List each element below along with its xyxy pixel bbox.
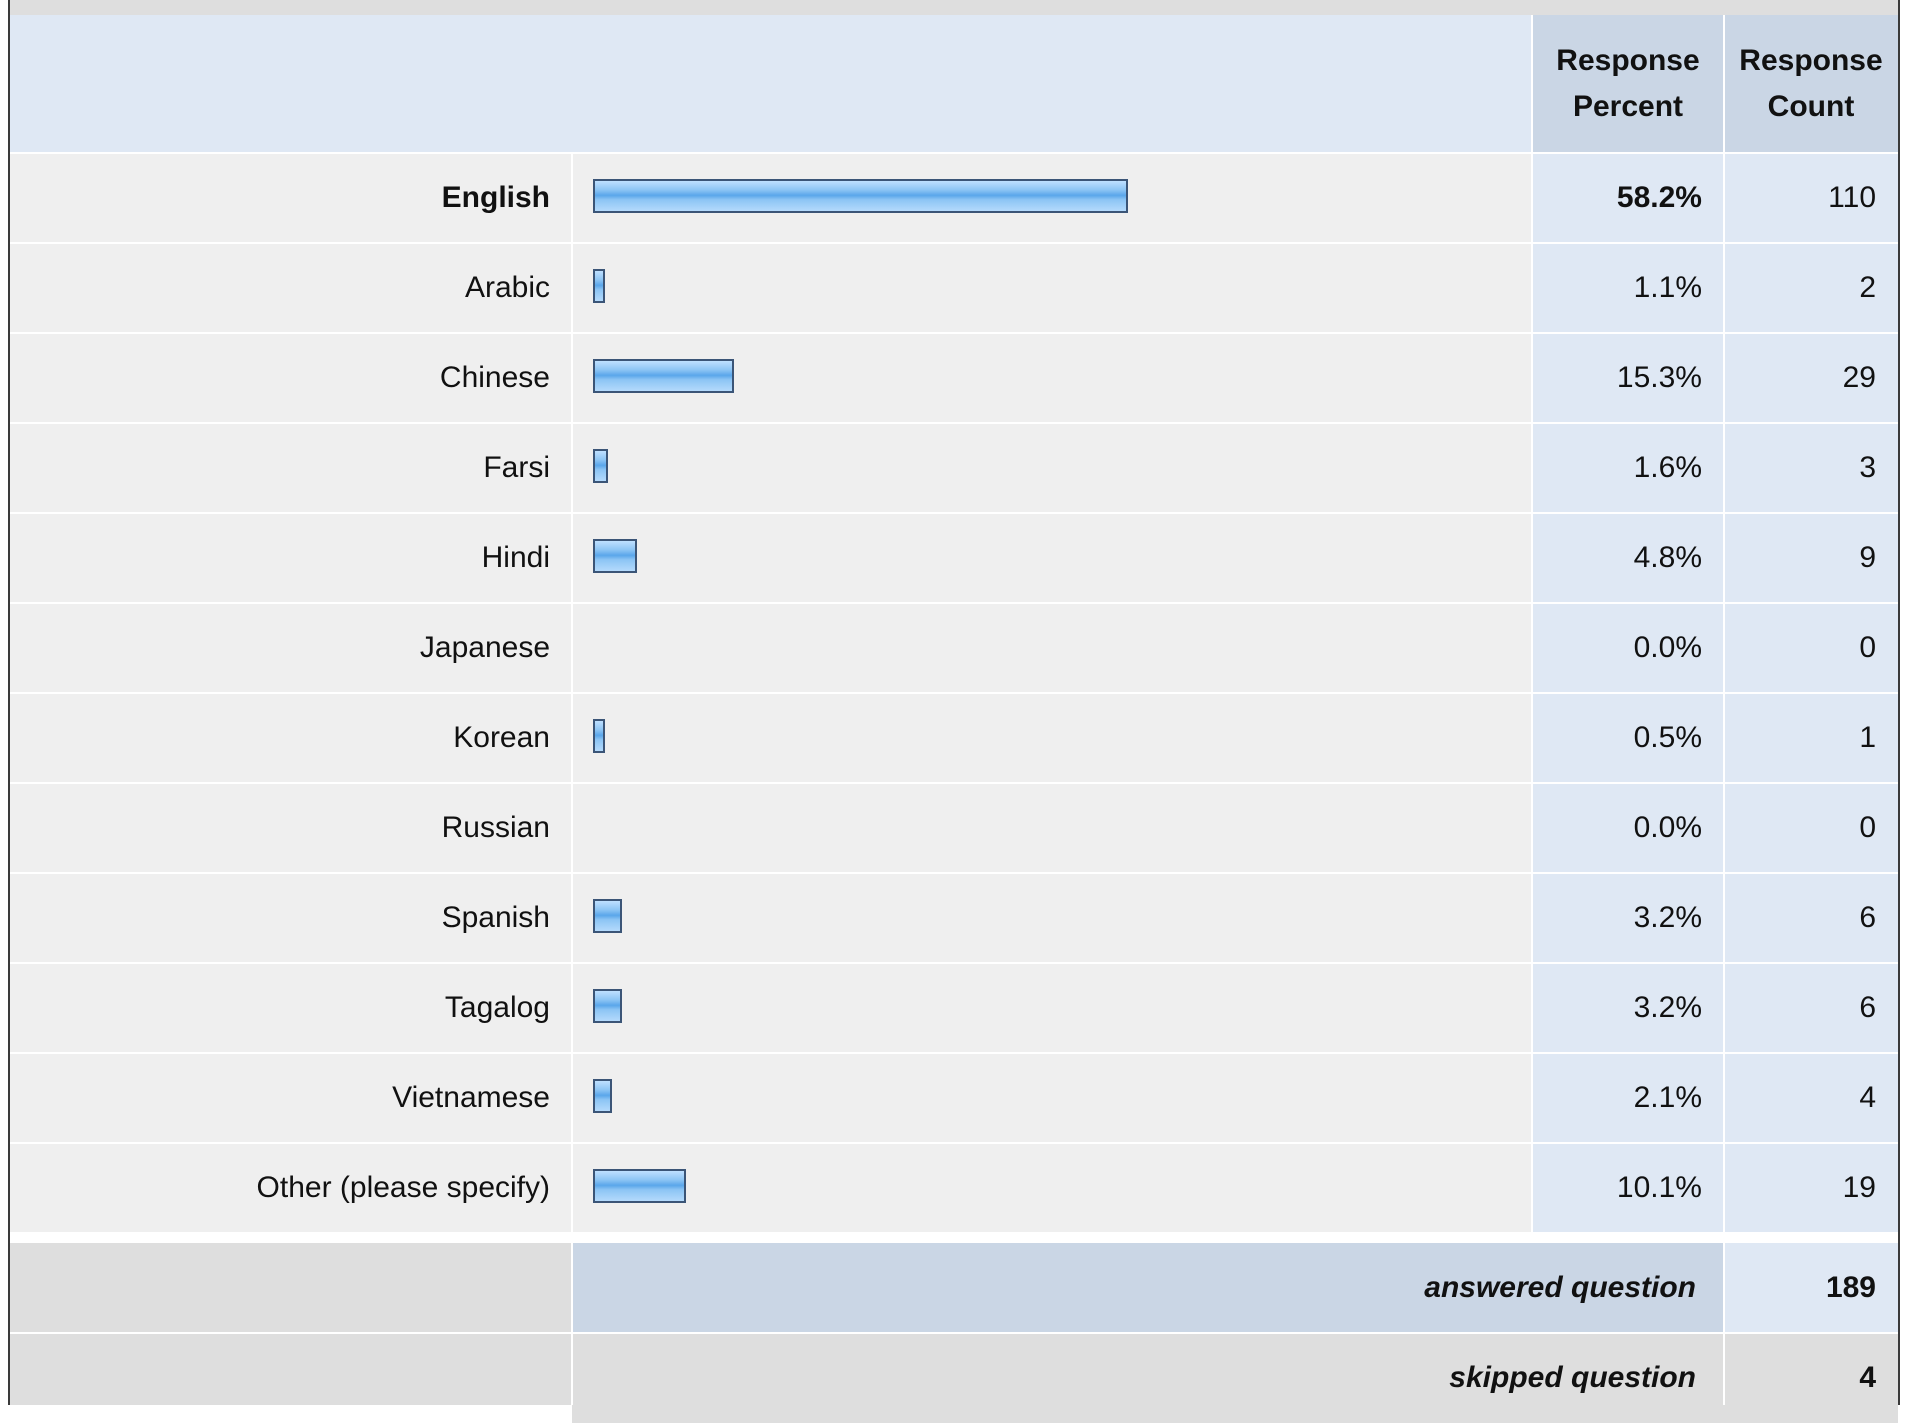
- row-divider: [10, 1232, 1898, 1234]
- header-blank: [10, 15, 1532, 153]
- bar: [593, 1079, 612, 1113]
- header-percent-line2: Percent: [1572, 90, 1684, 123]
- row-divider: [10, 692, 1898, 694]
- count-label: 6: [1724, 873, 1898, 963]
- count-label: 2: [1724, 243, 1898, 333]
- header-percent-line1: Response: [1556, 44, 1700, 77]
- bar-cell: [572, 333, 1532, 423]
- bar: [593, 179, 1128, 213]
- count-label: 110: [1724, 153, 1898, 243]
- category-label: English: [10, 153, 572, 243]
- category-label: Spanish: [10, 873, 572, 963]
- answered-question-value: 189: [1724, 1243, 1898, 1333]
- bar: [593, 449, 608, 483]
- row-divider: [10, 872, 1898, 874]
- count-label: 0: [1724, 603, 1898, 693]
- bar-cell: [572, 513, 1532, 603]
- category-label: Farsi: [10, 423, 572, 513]
- row-divider: [10, 512, 1898, 514]
- row-divider: [10, 242, 1898, 244]
- count-label: 6: [1724, 963, 1898, 1053]
- skipped-question-label: skipped question: [572, 1333, 1724, 1423]
- count-label: 3: [1724, 423, 1898, 513]
- bar: [593, 539, 637, 573]
- percent-label: 0.0%: [1532, 603, 1724, 693]
- percent-label: 15.3%: [1532, 333, 1724, 423]
- percent-label: 3.2%: [1532, 963, 1724, 1053]
- row-divider: [10, 782, 1898, 784]
- row-divider: [10, 962, 1898, 964]
- category-label: Russian: [10, 783, 572, 873]
- percent-label: 10.1%: [1532, 1143, 1724, 1233]
- row-divider: [10, 1142, 1898, 1144]
- bar: [593, 989, 622, 1023]
- bar-cell: [572, 603, 1532, 693]
- header-count-line1: Response: [1739, 44, 1883, 77]
- top-strip: [10, 0, 1898, 15]
- row-divider: [10, 602, 1898, 604]
- percent-label: 58.2%: [1532, 153, 1724, 243]
- answered-question-label: answered question: [572, 1243, 1724, 1333]
- category-label: Arabic: [10, 243, 572, 333]
- bar-cell: [572, 873, 1532, 963]
- bar: [593, 899, 622, 933]
- count-label: 1: [1724, 693, 1898, 783]
- skipped-blank: [10, 1333, 572, 1405]
- skipped-question-value: 4: [1724, 1333, 1898, 1423]
- category-label: Chinese: [10, 333, 572, 423]
- bar: [593, 1169, 686, 1203]
- percent-label: 4.8%: [1532, 513, 1724, 603]
- category-label: Korean: [10, 693, 572, 783]
- header-response-count: Response Count: [1724, 15, 1898, 153]
- header-response-percent: Response Percent: [1532, 15, 1724, 153]
- row-divider: [10, 422, 1898, 424]
- row-divider: [10, 332, 1898, 334]
- count-label: 4: [1724, 1053, 1898, 1143]
- row-divider: [10, 152, 1898, 154]
- count-label: 19: [1724, 1143, 1898, 1233]
- bar-cell: [572, 693, 1532, 783]
- bar-cell: [572, 963, 1532, 1053]
- answered-blank: [10, 1243, 572, 1333]
- percent-label: 1.1%: [1532, 243, 1724, 333]
- bar-cell: [572, 1143, 1532, 1233]
- percent-label: 2.1%: [1532, 1053, 1724, 1143]
- bar: [593, 269, 605, 303]
- bar-cell: [572, 783, 1532, 873]
- divider-label-bar: [571, 153, 573, 1405]
- percent-label: 3.2%: [1532, 873, 1724, 963]
- header-count-line2: Count: [1767, 90, 1855, 123]
- bar: [593, 359, 734, 393]
- row-divider: [10, 1332, 1898, 1334]
- category-label: Japanese: [10, 603, 572, 693]
- category-label: Vietnamese: [10, 1053, 572, 1143]
- bar-cell: [572, 153, 1532, 243]
- percent-label: 0.5%: [1532, 693, 1724, 783]
- row-divider: [10, 1052, 1898, 1054]
- divider-bar-percent: [1531, 15, 1533, 1243]
- bar: [593, 719, 605, 753]
- count-label: 9: [1724, 513, 1898, 603]
- bar-cell: [572, 423, 1532, 513]
- category-label: Tagalog: [10, 963, 572, 1053]
- percent-label: 1.6%: [1532, 423, 1724, 513]
- percent-label: 0.0%: [1532, 783, 1724, 873]
- category-label: Other (please specify): [10, 1143, 572, 1233]
- survey-results-table: Response Percent Response Count English 5…: [8, 0, 1900, 1423]
- bar-cell: [572, 1053, 1532, 1143]
- category-label: Hindi: [10, 513, 572, 603]
- divider-percent-count: [1723, 15, 1725, 1405]
- count-label: 0: [1724, 783, 1898, 873]
- count-label: 29: [1724, 333, 1898, 423]
- bar-cell: [572, 243, 1532, 333]
